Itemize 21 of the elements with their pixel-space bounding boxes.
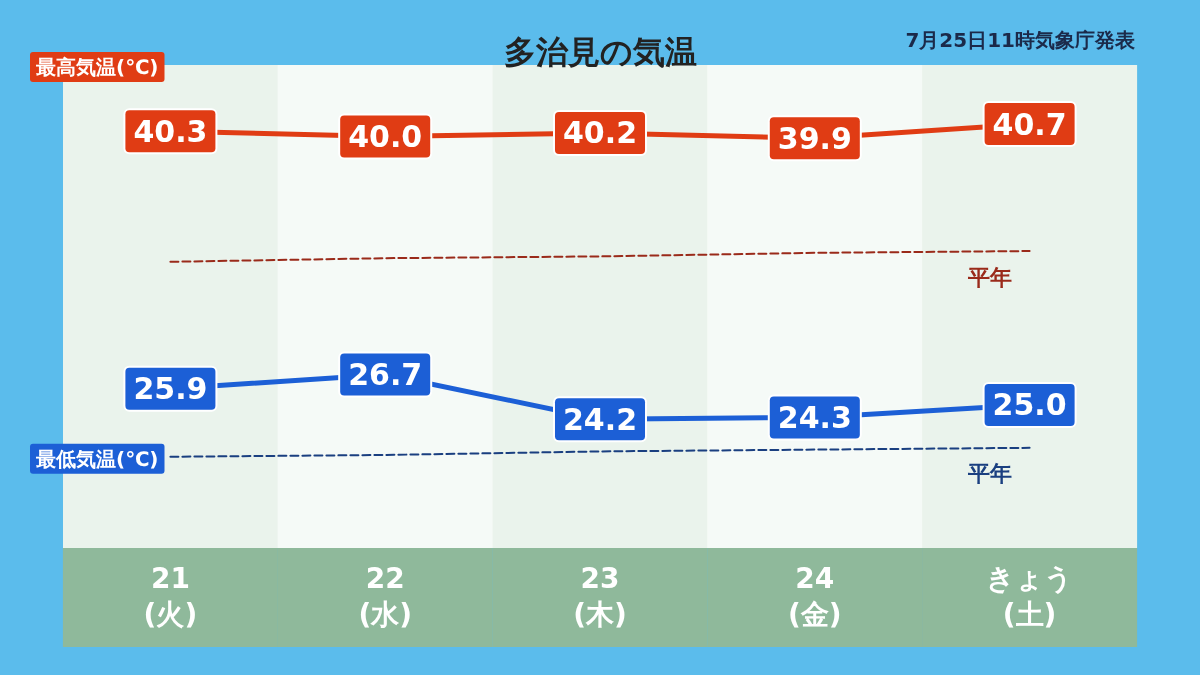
text: 7月25日11時気象庁発表 <box>905 28 1136 52</box>
data-label: 39.9 <box>777 120 852 156</box>
data-label: 25.0 <box>992 387 1067 423</box>
data-label: 40.2 <box>562 115 638 151</box>
x-tick-label: 21 (火) <box>143 561 198 631</box>
series-label: 平年 <box>966 264 1012 290</box>
x-tick-label: きょう (土) <box>986 561 1074 631</box>
series-label: 平年 <box>966 461 1012 487</box>
text: 最低気温(℃) <box>35 446 159 471</box>
x-tick-label: 23 (木) <box>573 561 627 631</box>
data-label: 40.0 <box>348 119 423 155</box>
data-label: 25.9 <box>133 371 208 407</box>
x-tick-label: 24 (金) <box>788 561 842 631</box>
data-label: 26.7 <box>348 356 423 392</box>
data-label: 40.7 <box>992 106 1067 142</box>
data-label: 40.3 <box>133 113 208 149</box>
chart-title: 多治見の気温 <box>503 33 697 71</box>
text: 最高気温(℃) <box>35 55 159 79</box>
data-label: 24.2 <box>562 401 638 437</box>
data-label: 24.3 <box>777 399 852 435</box>
x-tick-label: 22 (水) <box>358 561 412 631</box>
